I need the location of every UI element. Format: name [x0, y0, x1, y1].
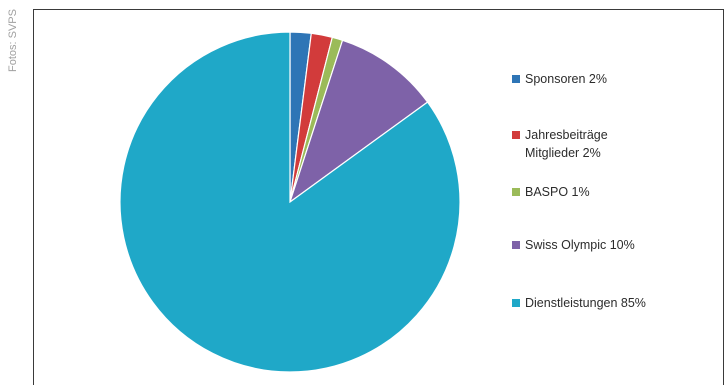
pie-slices	[119, 31, 461, 373]
legend-label-jahresbeitraege-line-2: Mitglieder 2%	[525, 146, 601, 160]
legend-swatch-dienstleistungen	[512, 299, 520, 307]
legend-swatch-swiss-olympic	[512, 241, 520, 249]
legend: Sponsoren 2% Jahresbeiträge Mitglieder 2% B…	[512, 72, 646, 310]
legend-label-baspo: BASPO 1%	[525, 185, 590, 199]
chart-frame	[33, 9, 724, 385]
legend-label-swiss-olympic: Swiss Olympic 10%	[525, 238, 635, 252]
legend-label-sponsoren: Sponsoren 2%	[525, 72, 607, 86]
legend-label-dienstleistungen: Dienstleistungen 85%	[525, 296, 646, 310]
legend-swatch-baspo	[512, 188, 520, 196]
legend-swatch-jahresbeitraege	[512, 131, 520, 139]
pie-slice-dienstleistungen	[119, 31, 461, 373]
legend-swatch-sponsoren	[512, 75, 520, 83]
legend-label-jahresbeitraege-line-1: Jahresbeiträge	[525, 128, 608, 142]
pie-slice-swiss-olympic	[288, 39, 429, 204]
